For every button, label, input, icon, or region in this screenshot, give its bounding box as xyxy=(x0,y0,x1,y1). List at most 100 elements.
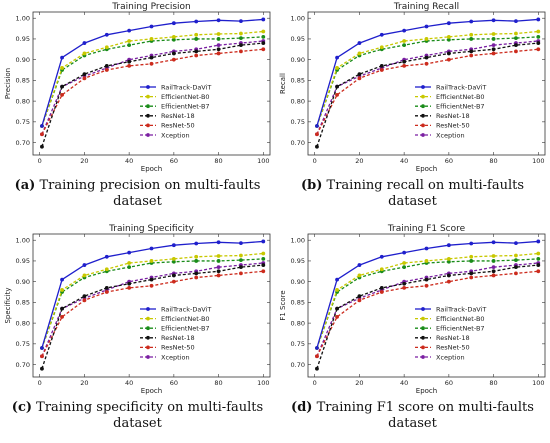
data-point xyxy=(335,55,339,60)
caption-label: (c) xyxy=(11,400,33,415)
y-tick-label: 0.80 xyxy=(16,319,30,327)
data-point xyxy=(40,132,44,137)
caption-label: (d) xyxy=(291,400,313,415)
x-axis-label: Epoch xyxy=(141,165,162,173)
series-line xyxy=(41,18,264,127)
data-point xyxy=(491,43,496,48)
data-point xyxy=(379,254,384,259)
y-tick-label: 0.90 xyxy=(16,56,30,64)
legend: RailTrack-DaViT EfficientNet-B0 EfficientN… xyxy=(415,83,486,139)
data-point xyxy=(379,63,384,68)
data-point xyxy=(335,306,339,311)
series-line xyxy=(316,270,539,357)
data-point xyxy=(60,92,64,97)
data-point xyxy=(469,37,474,41)
data-point xyxy=(216,265,221,270)
data-point xyxy=(357,263,362,267)
data-point xyxy=(127,281,132,286)
legend-label: EfficientNet-B0 xyxy=(436,93,485,101)
data-point xyxy=(536,41,541,45)
y-tick-label: 0.70 xyxy=(16,361,30,369)
data-point xyxy=(194,32,199,37)
data-point xyxy=(514,19,518,24)
data-point xyxy=(149,259,154,263)
series-efficientnet-b0 xyxy=(40,251,266,350)
legend-marker xyxy=(421,133,425,137)
data-point xyxy=(402,265,407,270)
y-tick-label: 0.90 xyxy=(291,56,305,64)
data-point xyxy=(446,57,451,62)
chart-training-precision: Training Precision 0.70 0.75 0.80 0.85 0.90 0.… xyxy=(4,2,271,173)
x-tick-label: 0 xyxy=(313,379,317,387)
data-point xyxy=(315,144,319,149)
data-point xyxy=(261,269,266,274)
series-line xyxy=(41,264,264,369)
data-point xyxy=(194,275,199,280)
legend-label: ResNet-18 xyxy=(161,112,195,120)
x-axis-label: Epoch xyxy=(416,165,437,173)
data-point xyxy=(469,241,474,246)
legend-marker xyxy=(146,326,150,331)
data-point xyxy=(261,41,266,45)
legend-marker xyxy=(421,316,425,321)
x-tick-label: 0 xyxy=(38,157,42,165)
series-efficientnet-b7 xyxy=(315,256,541,350)
data-point xyxy=(491,240,496,245)
data-point xyxy=(514,31,518,36)
series-line xyxy=(316,252,539,349)
x-tick-label: 60 xyxy=(170,379,178,387)
legend-label: EfficientNet-B0 xyxy=(161,315,210,323)
series-line xyxy=(41,240,264,349)
data-point xyxy=(171,273,176,278)
data-point xyxy=(127,43,132,48)
plot-title: Training Precision xyxy=(111,2,191,12)
panel-training-precision: Training Precision 0.70 0.75 0.80 0.85 0.90 0.… xyxy=(0,0,275,221)
data-point xyxy=(261,47,266,52)
data-point xyxy=(446,256,451,261)
legend-label: EfficientNet-B7 xyxy=(436,103,485,111)
caption-text: Training specificity on multi-faults dat… xyxy=(32,400,264,431)
series-resnet-50 xyxy=(315,47,541,137)
data-point xyxy=(491,32,496,36)
y-tick-label: 1.00 xyxy=(291,237,305,245)
data-point xyxy=(82,72,87,77)
data-point xyxy=(60,66,64,70)
legend-marker xyxy=(421,104,425,109)
data-point xyxy=(379,290,384,294)
y-tick-label: 0.70 xyxy=(291,139,305,147)
x-tick-label: 20 xyxy=(355,157,363,165)
plot-title: Training F1 Score xyxy=(387,224,466,234)
data-point xyxy=(239,258,243,263)
y-tick-label: 0.75 xyxy=(16,118,30,126)
data-point xyxy=(357,41,362,45)
data-point xyxy=(469,49,474,54)
series-efficientnet-b7 xyxy=(40,34,266,128)
series-line xyxy=(316,264,539,369)
data-point xyxy=(149,283,154,288)
y-tick-label: 0.95 xyxy=(291,257,305,265)
series-railtrack-davit xyxy=(315,239,541,350)
data-point xyxy=(446,34,451,39)
data-point xyxy=(216,254,221,258)
y-tick-label: 0.85 xyxy=(291,299,305,307)
data-point xyxy=(402,39,407,43)
data-point xyxy=(357,273,362,278)
legend-label: RailTrack-DaViT xyxy=(161,305,211,313)
data-point xyxy=(40,354,44,359)
data-point xyxy=(424,37,429,41)
data-point xyxy=(469,19,474,24)
data-point xyxy=(149,246,154,251)
series-line xyxy=(316,18,539,127)
x-tick-label: 80 xyxy=(214,379,222,387)
x-tick-label: 100 xyxy=(532,157,544,165)
data-point xyxy=(446,243,451,248)
legend-label: EfficientNet-B7 xyxy=(161,103,210,111)
data-point xyxy=(149,24,154,29)
data-point xyxy=(402,281,407,286)
data-point xyxy=(446,259,451,264)
legend-marker xyxy=(146,123,150,128)
data-point xyxy=(335,66,339,70)
data-point xyxy=(261,34,266,39)
data-point xyxy=(40,366,44,371)
data-point xyxy=(216,47,221,52)
